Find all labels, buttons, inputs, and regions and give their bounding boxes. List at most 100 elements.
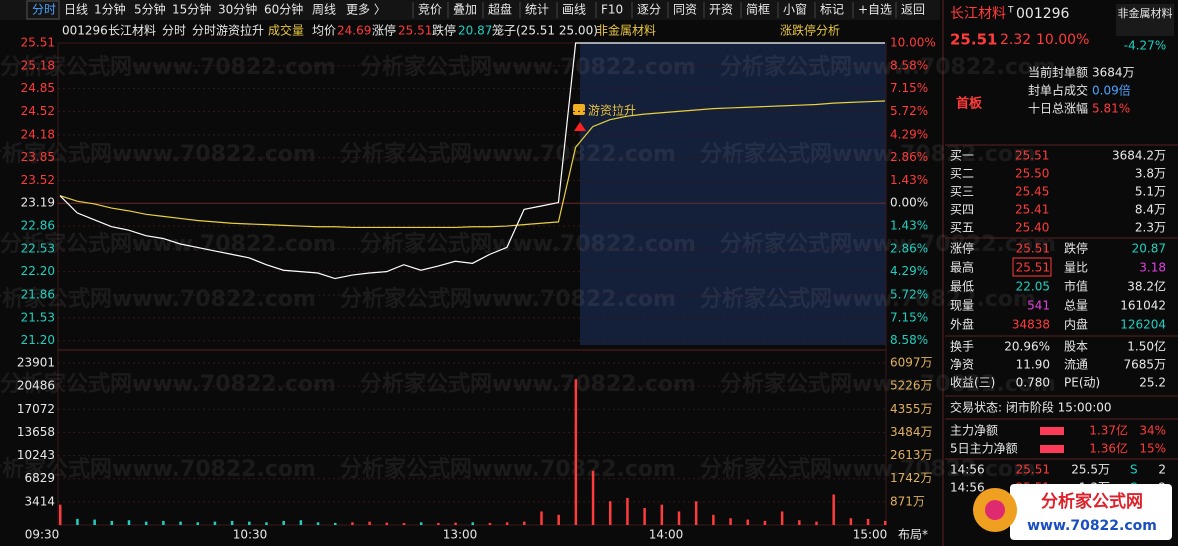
stat-label: 最高 <box>950 260 974 275</box>
watermark: 分析家公式网www.70822.com <box>0 286 316 312</box>
layout-button[interactable]: 布局* <box>898 528 928 542</box>
logo-flower-center <box>985 500 1005 520</box>
annotation-arrow <box>574 122 586 131</box>
price-tick-label: 23.52 <box>21 173 55 187</box>
stat-value: 22.05 <box>1016 280 1050 294</box>
bid-volume: 3.8万 <box>1135 167 1166 181</box>
volume-bar <box>351 522 354 525</box>
price-line <box>59 42 885 280</box>
sector[interactable]: 非金属材料 <box>596 23 656 38</box>
toolbar-button[interactable]: 统计 <box>525 3 549 17</box>
stat-label: PE(动) <box>1064 376 1100 390</box>
bid-label: 买二 <box>950 167 974 181</box>
volume-bar <box>746 519 749 525</box>
volume-bar <box>523 521 526 525</box>
volume-label[interactable]: 成交量 <box>268 23 304 38</box>
code: 001296 <box>62 24 108 38</box>
bid-price: 25.41 <box>1015 203 1049 217</box>
pct-tick-label: 1.43% <box>890 219 928 233</box>
time-label: 10:30 <box>233 528 268 542</box>
stock-code: 001296 <box>1016 6 1070 22</box>
mode: 分时 <box>162 24 186 38</box>
bid-label: 买四 <box>950 203 974 217</box>
time-label: 14:00 <box>649 528 684 542</box>
volume-bar <box>626 497 629 525</box>
toolbar-button[interactable]: F10 <box>601 3 623 17</box>
limit-down: 20.87 <box>458 24 492 38</box>
stock-name: 长江材料 <box>950 6 1006 22</box>
change-pct: 10.00% <box>1036 32 1089 48</box>
bid-label: 买五 <box>950 221 974 235</box>
price-tick-label: 22.20 <box>21 264 55 278</box>
logo-url: www.70822.com <box>1027 518 1157 534</box>
tab[interactable]: 分时 <box>32 3 56 17</box>
bid-volume: 5.1万 <box>1135 185 1166 199</box>
flow-value: 1.37亿 <box>1089 423 1128 438</box>
volume-bar <box>694 501 698 525</box>
pct-tick-label: 7.15% <box>890 310 928 324</box>
price-tick-label: 23.19 <box>21 196 55 210</box>
limit-up: 25.51 <box>398 24 432 38</box>
volume-bar <box>402 522 406 525</box>
toolbar-button[interactable]: 逐分 <box>637 3 661 17</box>
toolbar-button[interactable]: 超盘 <box>488 2 512 17</box>
stat-value: 1.50亿 <box>1127 339 1166 354</box>
volume-bar <box>488 522 492 525</box>
watermark: 分析家公式网www.70822.com <box>0 231 336 257</box>
last-price: 25.51 <box>950 31 997 49</box>
price-tick-label: 21.53 <box>21 310 55 324</box>
volume-bar <box>660 504 664 525</box>
volume-bar <box>419 522 423 525</box>
toolbar-button[interactable]: 标记 <box>820 3 844 17</box>
amount-tick-label: 2613万 <box>890 448 933 462</box>
watermark: 分析家公式网www.70822.com <box>360 54 696 80</box>
volume-bar <box>557 514 560 525</box>
toolbar-button[interactable]: 同资 <box>673 3 697 17</box>
annotation-icon <box>573 104 585 115</box>
pct-tick-label: 10.00% <box>890 36 936 50</box>
sector-pct: -4.27% <box>1124 39 1166 53</box>
sector-name[interactable]: 非金属材料 <box>1118 6 1173 20</box>
avg-line <box>59 100 886 229</box>
volume-bar <box>763 520 767 525</box>
toolbar-button[interactable]: 开资 <box>709 3 733 17</box>
watermark: 分析家公式网www.70822.com <box>0 141 316 167</box>
tab[interactable]: 30分钟 <box>218 2 257 17</box>
toolbar-button[interactable]: 画线 <box>562 3 586 17</box>
seal-value: 0.09倍 <box>1092 83 1131 98</box>
amount-tick-label: 4355万 <box>890 402 933 416</box>
indicator[interactable]: 分时游资拉升 <box>192 23 264 38</box>
tab[interactable]: 5分钟 <box>134 2 166 17</box>
volume-bar <box>540 511 543 525</box>
toolbar-button[interactable]: 叠加 <box>453 3 477 17</box>
volume-bar <box>162 520 165 525</box>
volume-bar <box>677 511 681 525</box>
analysis[interactable]: 涨跌停分析 <box>780 23 840 38</box>
toolbar-button[interactable]: 返回 <box>901 3 925 17</box>
bid-label: 买三 <box>950 185 974 199</box>
price-tick-label: 23.85 <box>21 150 55 164</box>
toolbar-button[interactable]: 简框 <box>746 3 770 17</box>
flow-value: 1.36亿 <box>1089 441 1128 456</box>
tab[interactable]: 60分钟 <box>264 2 303 17</box>
time-label: 09:30 <box>25 528 60 542</box>
flow-pct: 15% <box>1139 442 1166 456</box>
amount-tick-label: 871万 <box>890 494 925 508</box>
tab[interactable]: 更多 〉 <box>346 3 386 17</box>
toolbar-button[interactable]: +自选 <box>858 3 892 17</box>
volume-bar <box>368 521 371 525</box>
flow-bar <box>1040 445 1064 453</box>
tab[interactable]: 15分钟 <box>172 2 211 17</box>
stat-value: 20.87 <box>1132 242 1166 256</box>
tab[interactable]: 日线 <box>64 3 88 17</box>
toolbar-button[interactable]: 小窗 <box>783 3 807 17</box>
tab[interactable]: 周线 <box>312 3 336 17</box>
volume-bar <box>248 521 251 525</box>
toolbar-button[interactable]: 竞价 <box>418 3 442 17</box>
volume-bar <box>849 518 853 525</box>
sector-box[interactable] <box>1116 4 1174 36</box>
watermark: 分析家公式网www.70822.com <box>340 456 676 482</box>
tab[interactable]: 1分钟 <box>94 2 126 17</box>
volume-bar <box>196 522 199 525</box>
